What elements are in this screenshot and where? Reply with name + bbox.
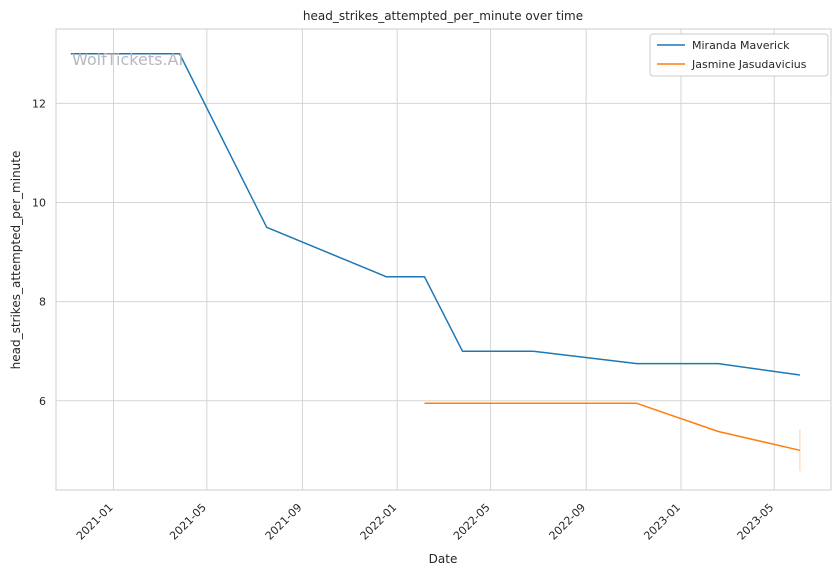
watermark-text: WolfTickets.AI [72,50,183,69]
y-tick-label-6: 6 [39,395,46,408]
y-tick-label-12: 12 [32,97,46,110]
series-lines [70,53,801,472]
y-tick-label-8: 8 [39,296,46,309]
x-axis-title: Date [429,552,458,566]
legend-label-jasmine-jasudavicius: Jasmine Jasudavicius [691,58,807,71]
series-line-miranda-maverick [70,53,801,376]
chart-title: head_strikes_attempted_per_minute over t… [303,9,583,23]
y-axis-title: head_strikes_attempted_per_minute [9,151,23,370]
y-axis-ticks: 6 8 10 12 [32,97,46,407]
plot-frame [55,28,832,491]
legend: Miranda Maverick Jasmine Jasudavicius [649,33,829,77]
plot-area [55,28,832,491]
legend-box [649,33,829,77]
series-line-jasmine-jasudavicius [424,402,801,452]
legend-label-miranda-maverick: Miranda Maverick [692,39,790,52]
grid-lines [56,29,831,490]
y-tick-label-10: 10 [32,196,46,209]
